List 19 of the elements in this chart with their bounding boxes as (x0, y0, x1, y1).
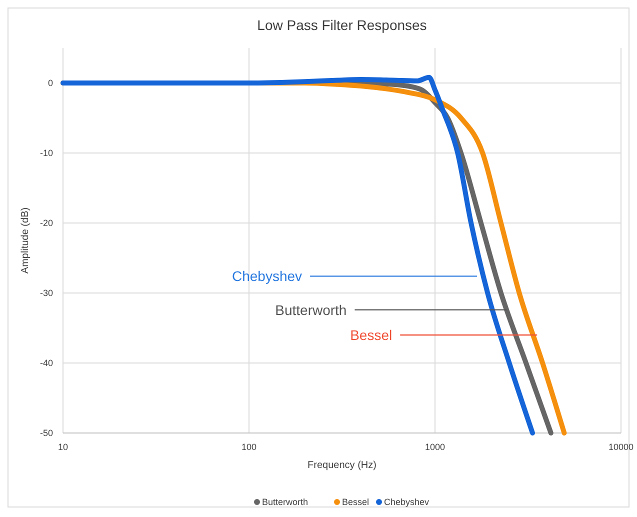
annotation: Bessel (350, 327, 392, 343)
y-tick-label: -50 (40, 428, 53, 438)
y-tick-label: -10 (40, 148, 53, 158)
y-tick-label: -40 (40, 358, 53, 368)
y-tick-label: -30 (40, 288, 53, 298)
legend-label: Chebyshev (384, 497, 430, 507)
legend-label: Bessel (342, 497, 370, 507)
x-tick-label: 10000 (608, 442, 634, 452)
y-axis-title: Amplitude (dB) (20, 207, 31, 274)
x-axis-title: Frequency (Hz) (308, 460, 376, 471)
chart-title: Low Pass Filter Responses (257, 17, 427, 33)
y-tick-label: 0 (48, 78, 53, 88)
annotation: Chebyshev (232, 268, 302, 284)
x-tick-label: 10 (58, 442, 68, 452)
x-tick-label: 100 (241, 442, 257, 452)
y-tick-label: -20 (40, 218, 53, 228)
legend-label: Butterworth (262, 497, 308, 507)
annotation: Butterworth (275, 302, 347, 318)
x-tick-label: 1000 (424, 442, 446, 452)
